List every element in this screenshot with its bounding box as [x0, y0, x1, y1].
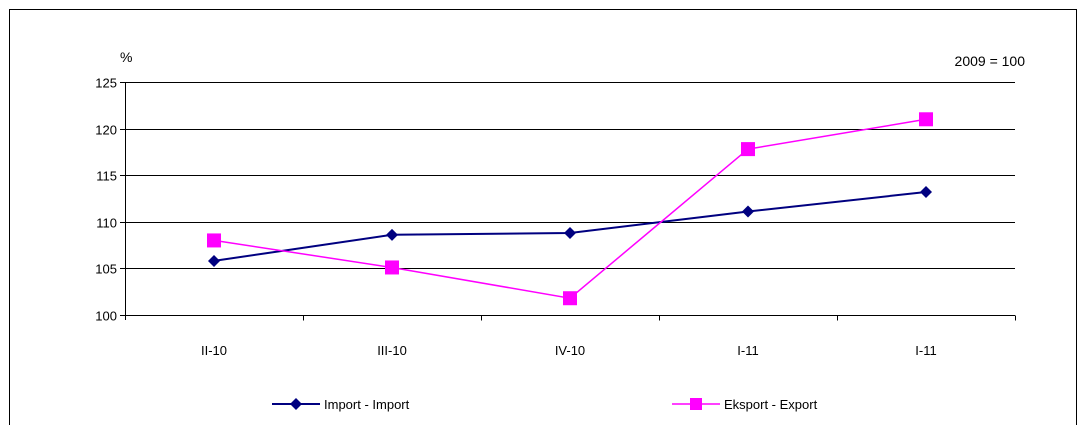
point-import-2 [386, 228, 398, 241]
series-layer [207, 112, 933, 306]
y-tick-label-110: 110 [96, 216, 117, 231]
point-export-5 [919, 112, 933, 127]
legend-import-marker [290, 398, 302, 410]
x-tick-label-2: III-10 [377, 343, 407, 358]
point-export-2 [385, 260, 399, 275]
y-tick-label-120: 120 [95, 123, 117, 138]
legend-export-label: Eksport - Export [724, 397, 818, 412]
legend-item-export: Eksport - Export [672, 397, 818, 412]
point-import-5 [920, 185, 932, 198]
legend-export-marker [690, 398, 702, 410]
legend-item-import: Import - Import [272, 397, 410, 412]
point-import-1 [208, 254, 220, 267]
y-tick-label-100: 100 [95, 309, 117, 324]
x-tick-label-4: I-11 [737, 343, 758, 358]
point-import-3 [564, 226, 576, 239]
y-tick-label-125: 125 [95, 76, 117, 91]
legend: Import - Import Eksport - Export [272, 397, 818, 412]
point-export-1 [207, 233, 221, 248]
x-tick-label-5: I-11 [915, 343, 936, 358]
y-axis-unit-label: % [120, 49, 132, 65]
y-tick-label-115: 115 [96, 169, 117, 184]
point-export-3 [563, 291, 577, 306]
axis-layer: 100 105 110 115 120 125 II-10 III-10 IV-10 I-11 I-… [95, 76, 1016, 358]
x-tick-label-1: II-10 [201, 343, 227, 358]
y-tick-label-105: 105 [95, 262, 117, 277]
point-import-4 [742, 205, 754, 218]
point-export-4 [741, 142, 755, 157]
base-year-note: 2009 = 100 [955, 53, 1026, 69]
legend-import-label: Import - Import [324, 397, 410, 412]
chart-frame [9, 9, 1077, 425]
x-tick-label-3: IV-10 [555, 343, 585, 358]
